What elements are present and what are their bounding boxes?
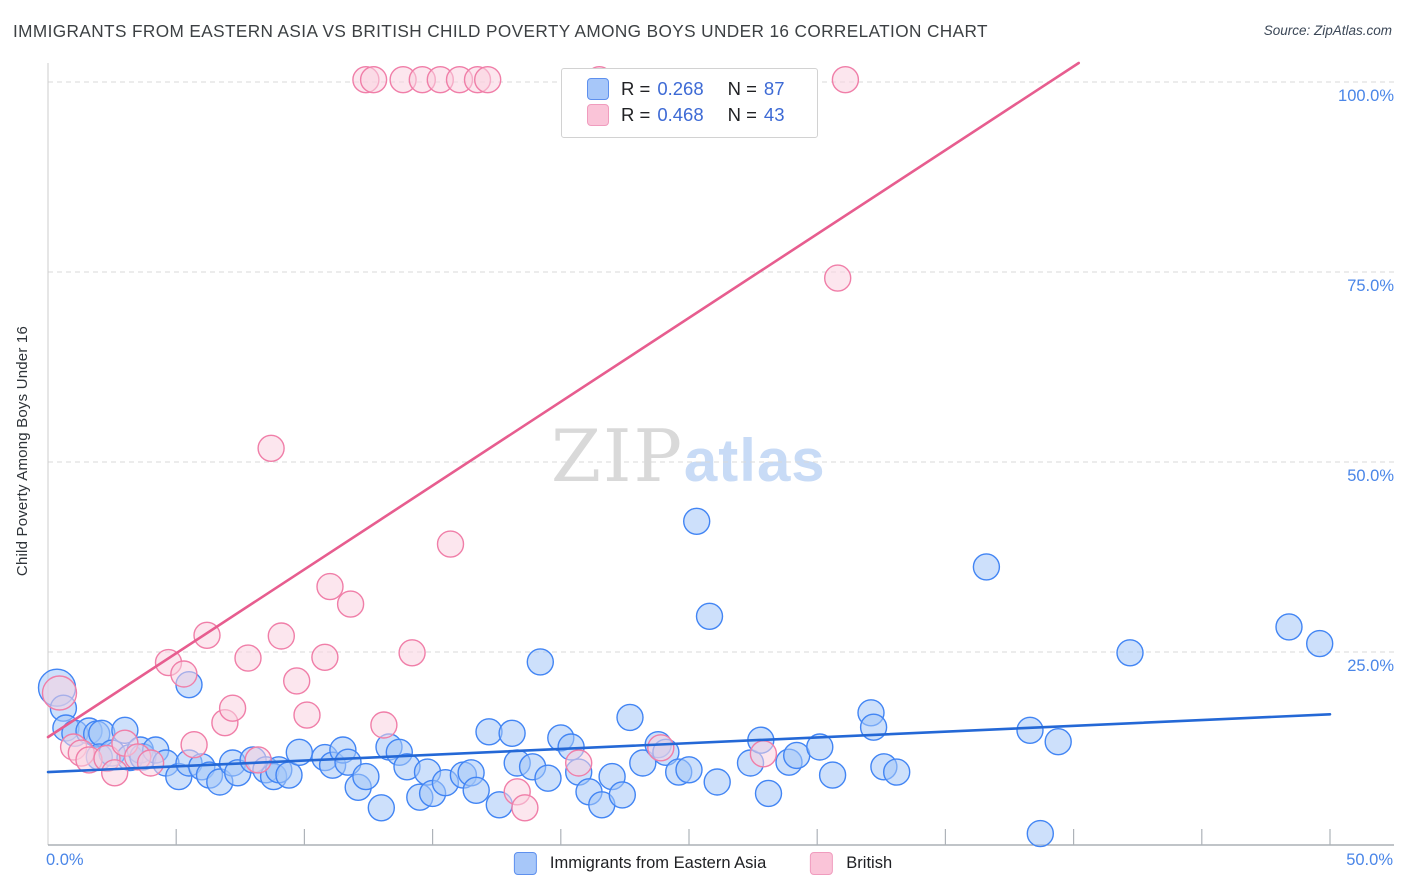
- data-point[interactable]: [806, 733, 834, 761]
- series-legend: Immigrants from Eastern Asia British: [513, 852, 892, 875]
- blue-legend-swatch: [513, 852, 537, 875]
- data-point[interactable]: [883, 758, 911, 786]
- data-point[interactable]: [257, 434, 285, 462]
- r-value: 0.468: [657, 104, 704, 125]
- y-tick-label: 50.0%: [1347, 467, 1394, 485]
- data-point[interactable]: [534, 764, 562, 792]
- scatter-series-blue[interactable]: [37, 507, 1334, 848]
- data-point[interactable]: [1044, 728, 1072, 756]
- data-point[interactable]: [293, 701, 321, 729]
- legend-label: British: [846, 854, 893, 872]
- page-title: IMMIGRANTS FROM EASTERN ASIA VS BRITISH …: [13, 21, 988, 41]
- data-point[interactable]: [754, 779, 783, 808]
- n-value: 87: [763, 78, 785, 99]
- data-point[interactable]: [565, 749, 593, 777]
- trend-line: [46, 61, 1080, 739]
- legend-item-british[interactable]: British: [810, 852, 892, 875]
- y-tick-label: 25.0%: [1347, 657, 1394, 675]
- data-point[interactable]: [972, 553, 1001, 581]
- scatter-series-pink[interactable]: [41, 65, 860, 822]
- data-point[interactable]: [608, 781, 636, 809]
- correlation-legend-row-blue: R = 0.268 N = 87: [587, 76, 817, 102]
- data-point[interactable]: [511, 794, 539, 822]
- data-point[interactable]: [683, 507, 711, 535]
- data-point[interactable]: [311, 643, 339, 671]
- data-point[interactable]: [475, 718, 503, 746]
- data-point[interactable]: [275, 761, 303, 789]
- legend-item-immigrants[interactable]: Immigrants from Eastern Asia: [513, 852, 767, 875]
- r-prefix: R =: [621, 78, 651, 99]
- n-prefix: N =: [727, 104, 757, 125]
- data-point[interactable]: [1116, 639, 1144, 667]
- y-tick-label: 100.0%: [1338, 87, 1394, 105]
- y-tick-label: 75.0%: [1347, 277, 1394, 295]
- data-point[interactable]: [616, 703, 644, 732]
- trend-line: [46, 712, 1332, 774]
- data-point[interactable]: [647, 734, 675, 762]
- data-point[interactable]: [824, 264, 852, 292]
- data-point[interactable]: [367, 794, 395, 822]
- data-point[interactable]: [180, 731, 208, 759]
- n-value: 43: [763, 104, 785, 125]
- data-point[interactable]: [1026, 819, 1055, 848]
- data-point[interactable]: [436, 530, 465, 558]
- correlation-legend: R = 0.268 N = 87 R = 0.468 N = 43: [561, 68, 818, 138]
- data-point[interactable]: [526, 648, 554, 676]
- data-point[interactable]: [629, 749, 657, 777]
- data-point[interactable]: [398, 639, 426, 667]
- source-label: Source: ZipAtlas.com: [1263, 23, 1392, 38]
- data-point[interactable]: [316, 572, 344, 601]
- data-point[interactable]: [267, 622, 295, 650]
- data-point[interactable]: [474, 65, 502, 94]
- data-point[interactable]: [336, 590, 365, 618]
- data-point[interactable]: [703, 768, 731, 796]
- correlation-legend-row-pink: R = 0.468 N = 43: [587, 102, 817, 128]
- n-prefix: N =: [727, 78, 757, 99]
- data-point[interactable]: [359, 65, 388, 94]
- data-point[interactable]: [244, 746, 272, 774]
- data-point[interactable]: [41, 675, 78, 711]
- data-point[interactable]: [675, 756, 703, 784]
- data-point[interactable]: [218, 694, 247, 722]
- data-point[interactable]: [818, 761, 847, 789]
- blue-series-swatch: [587, 78, 609, 100]
- x-axis-min-label: 0.0%: [46, 851, 84, 869]
- data-point[interactable]: [1016, 716, 1044, 744]
- data-point[interactable]: [831, 65, 860, 94]
- data-point[interactable]: [1305, 629, 1334, 658]
- data-point[interactable]: [100, 759, 129, 787]
- data-point[interactable]: [234, 644, 262, 672]
- legend-label: Immigrants from Eastern Asia: [549, 854, 767, 872]
- pink-legend-swatch: [810, 852, 834, 875]
- x-axis-max-label: 50.0%: [1346, 851, 1393, 869]
- data-point[interactable]: [695, 602, 724, 630]
- data-point[interactable]: [370, 711, 398, 739]
- data-point[interactable]: [334, 748, 362, 776]
- pink-series-swatch: [587, 104, 609, 126]
- data-point[interactable]: [749, 740, 778, 768]
- data-point[interactable]: [783, 741, 811, 770]
- data-point[interactable]: [170, 660, 198, 688]
- r-value: 0.268: [657, 78, 704, 99]
- data-point[interactable]: [1275, 613, 1303, 641]
- data-point[interactable]: [136, 749, 165, 777]
- data-point[interactable]: [498, 719, 526, 747]
- data-point[interactable]: [462, 776, 490, 804]
- data-point[interactable]: [352, 762, 380, 791]
- r-prefix: R =: [621, 104, 651, 125]
- data-point[interactable]: [283, 667, 311, 695]
